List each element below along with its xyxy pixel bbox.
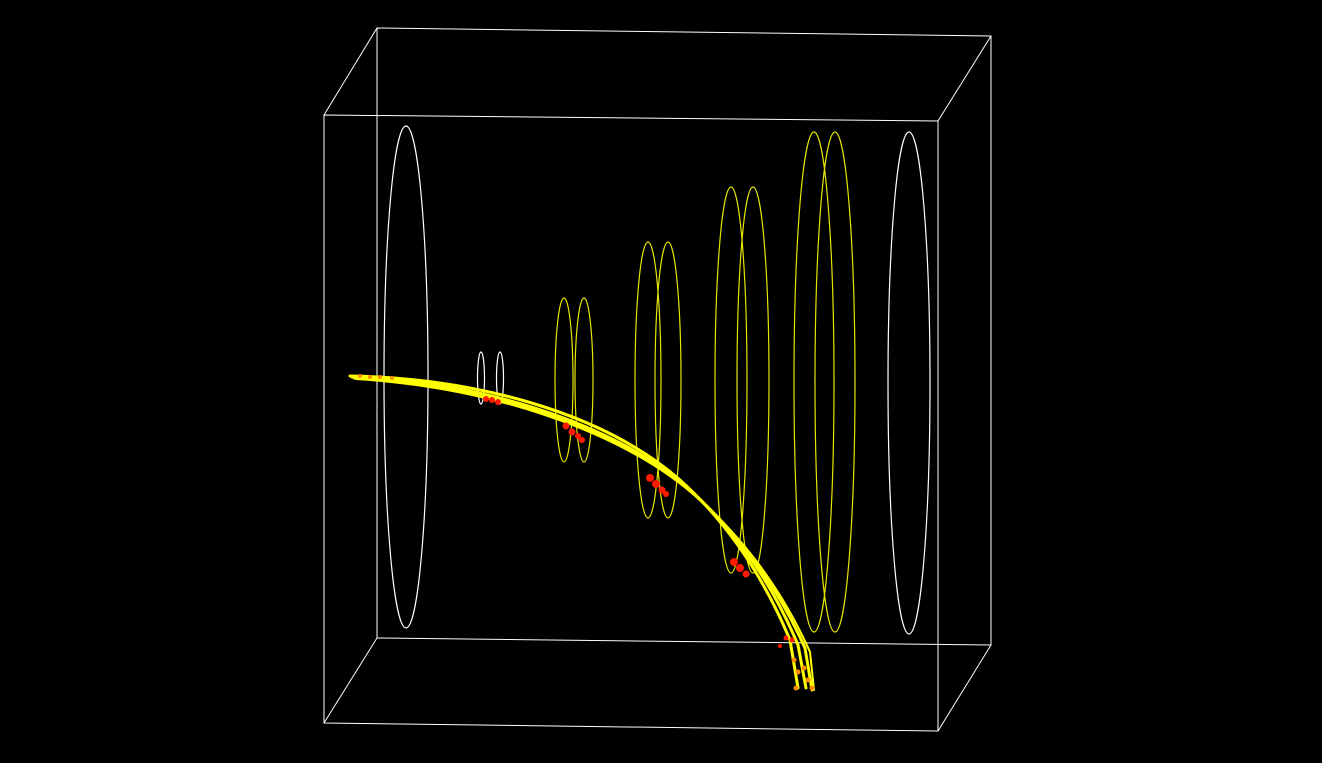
hit-markers [483,396,795,648]
particle-tracks [348,374,815,692]
hit-cluster-2 [562,422,585,443]
track-1 [348,374,800,690]
yellow-ring-3a [714,186,748,574]
hit-cluster-1 [483,396,501,405]
endpoint-dots [358,374,815,691]
hit-cluster-4 [730,558,750,578]
box-edge-tl [323,27,378,116]
hit-cluster-5 [778,635,795,648]
yellow-ring-1b [574,297,594,463]
box-edge-bl [323,637,378,724]
yellow-ring-2b [654,241,682,519]
white-ring-small-1 [476,351,486,405]
yellow-ring-4b [814,131,856,633]
yellow-ring-1a [554,297,574,463]
hit-cluster-3 [646,474,669,497]
wireframe-box [323,27,992,732]
yellow-ring-4a [793,131,835,633]
box-edge-br [937,644,992,732]
yellow-ring-3b [736,186,770,574]
detector-rings [383,125,931,635]
track-4 [355,378,815,691]
yellow-ring-2a [634,241,662,519]
box-edge-tr [937,35,992,122]
white-ring-right [887,131,931,635]
